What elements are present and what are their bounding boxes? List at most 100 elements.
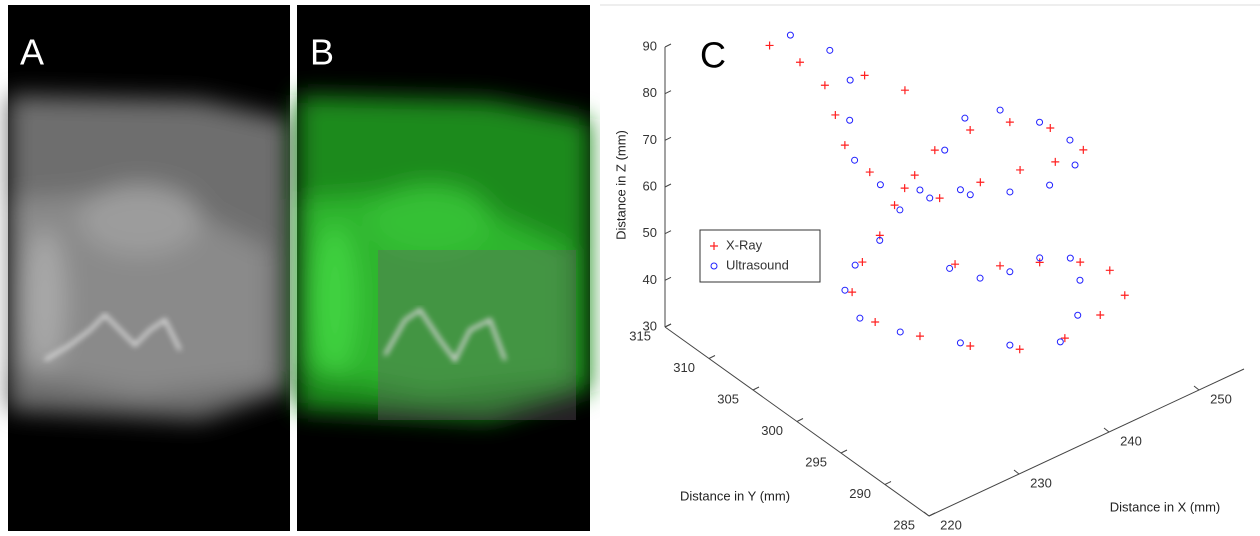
point	[1051, 157, 1060, 166]
point	[1046, 181, 1054, 189]
point	[765, 41, 774, 50]
point	[786, 31, 794, 39]
point	[848, 288, 857, 297]
x-tick	[923, 511, 930, 517]
point	[846, 76, 854, 84]
point	[1006, 268, 1014, 276]
z-axis-label: Distance in Z (mm)	[613, 130, 628, 240]
point	[1071, 161, 1079, 169]
panel-a: A	[8, 5, 290, 531]
point	[1079, 145, 1088, 154]
point	[820, 81, 829, 90]
x-tick-label: 240	[1120, 433, 1142, 448]
point	[1035, 258, 1044, 267]
point	[966, 191, 974, 199]
point	[1005, 118, 1014, 127]
point	[976, 274, 984, 282]
point	[1074, 311, 1082, 319]
legend-marker	[710, 262, 718, 270]
z-tick	[664, 230, 672, 235]
point	[976, 178, 985, 187]
point	[1060, 334, 1069, 343]
point	[871, 318, 880, 327]
point	[935, 194, 944, 203]
point	[900, 86, 909, 95]
point	[966, 341, 975, 350]
point	[876, 236, 884, 244]
y-tick-label: 305	[717, 391, 739, 406]
point	[930, 146, 939, 155]
point	[926, 194, 934, 202]
legend-label: Ultrasound	[726, 257, 789, 272]
point	[851, 261, 859, 269]
point	[1066, 136, 1074, 144]
point	[1120, 291, 1129, 300]
z-tick-label: 90	[643, 38, 657, 53]
point	[860, 71, 869, 80]
y-tick-label: 300	[761, 423, 783, 438]
y-tick-label: 295	[805, 454, 827, 469]
point	[826, 46, 834, 54]
x-tick-label: 250	[1210, 391, 1232, 406]
panel-label: C	[700, 35, 726, 76]
y-tick-label: 310	[673, 360, 695, 375]
z-tick-label: 60	[643, 178, 657, 193]
y-tick-label: 285	[893, 517, 915, 531]
plot-bg	[600, 5, 1260, 531]
legend: X-Ray Ultrasound	[699, 229, 821, 283]
point	[865, 168, 874, 177]
z-tick	[664, 43, 672, 48]
point	[961, 114, 969, 122]
point	[910, 171, 919, 180]
y-tick	[928, 512, 936, 517]
z-tick-label: 70	[643, 132, 657, 147]
point	[896, 328, 904, 336]
point	[856, 314, 864, 322]
point	[1036, 254, 1044, 262]
x-tick	[1013, 469, 1020, 475]
point	[951, 260, 960, 269]
y-axis-label: Distance in Y (mm)	[680, 488, 790, 503]
point	[831, 110, 840, 119]
xray-image	[8, 95, 290, 420]
fusion-image	[297, 95, 590, 420]
legend-box	[699, 229, 821, 283]
z-tick	[664, 136, 672, 141]
legend-label: X-Ray	[726, 237, 763, 252]
y-tick	[664, 323, 672, 328]
point	[875, 231, 884, 240]
z-tick	[664, 183, 672, 188]
point	[1076, 276, 1084, 284]
point	[1015, 345, 1024, 354]
point	[915, 332, 924, 341]
point	[851, 156, 859, 164]
point	[1066, 254, 1074, 262]
point	[1036, 118, 1044, 126]
point	[900, 184, 909, 193]
point	[956, 186, 964, 194]
point	[876, 181, 884, 189]
overlay-region	[378, 250, 576, 420]
y-tick	[884, 481, 892, 485]
x-axis-label: Distance in X (mm)	[1110, 499, 1221, 514]
x-tick	[1193, 385, 1200, 391]
point	[966, 125, 975, 134]
point	[941, 146, 949, 154]
z-tick-label: 40	[643, 272, 657, 287]
z-tick	[664, 276, 672, 281]
legend-marker	[710, 242, 718, 250]
x-axis	[928, 368, 1245, 517]
panel-b: B	[297, 5, 590, 531]
x-tick-label: 220	[940, 517, 962, 531]
point	[1006, 188, 1014, 196]
point	[996, 106, 1004, 114]
point	[956, 339, 964, 347]
y-tick-label: 315	[629, 328, 651, 343]
z-tick-label: 80	[643, 85, 657, 100]
point	[1056, 338, 1064, 346]
point	[858, 258, 867, 267]
point	[896, 206, 904, 214]
point	[846, 116, 854, 124]
point	[840, 141, 849, 150]
